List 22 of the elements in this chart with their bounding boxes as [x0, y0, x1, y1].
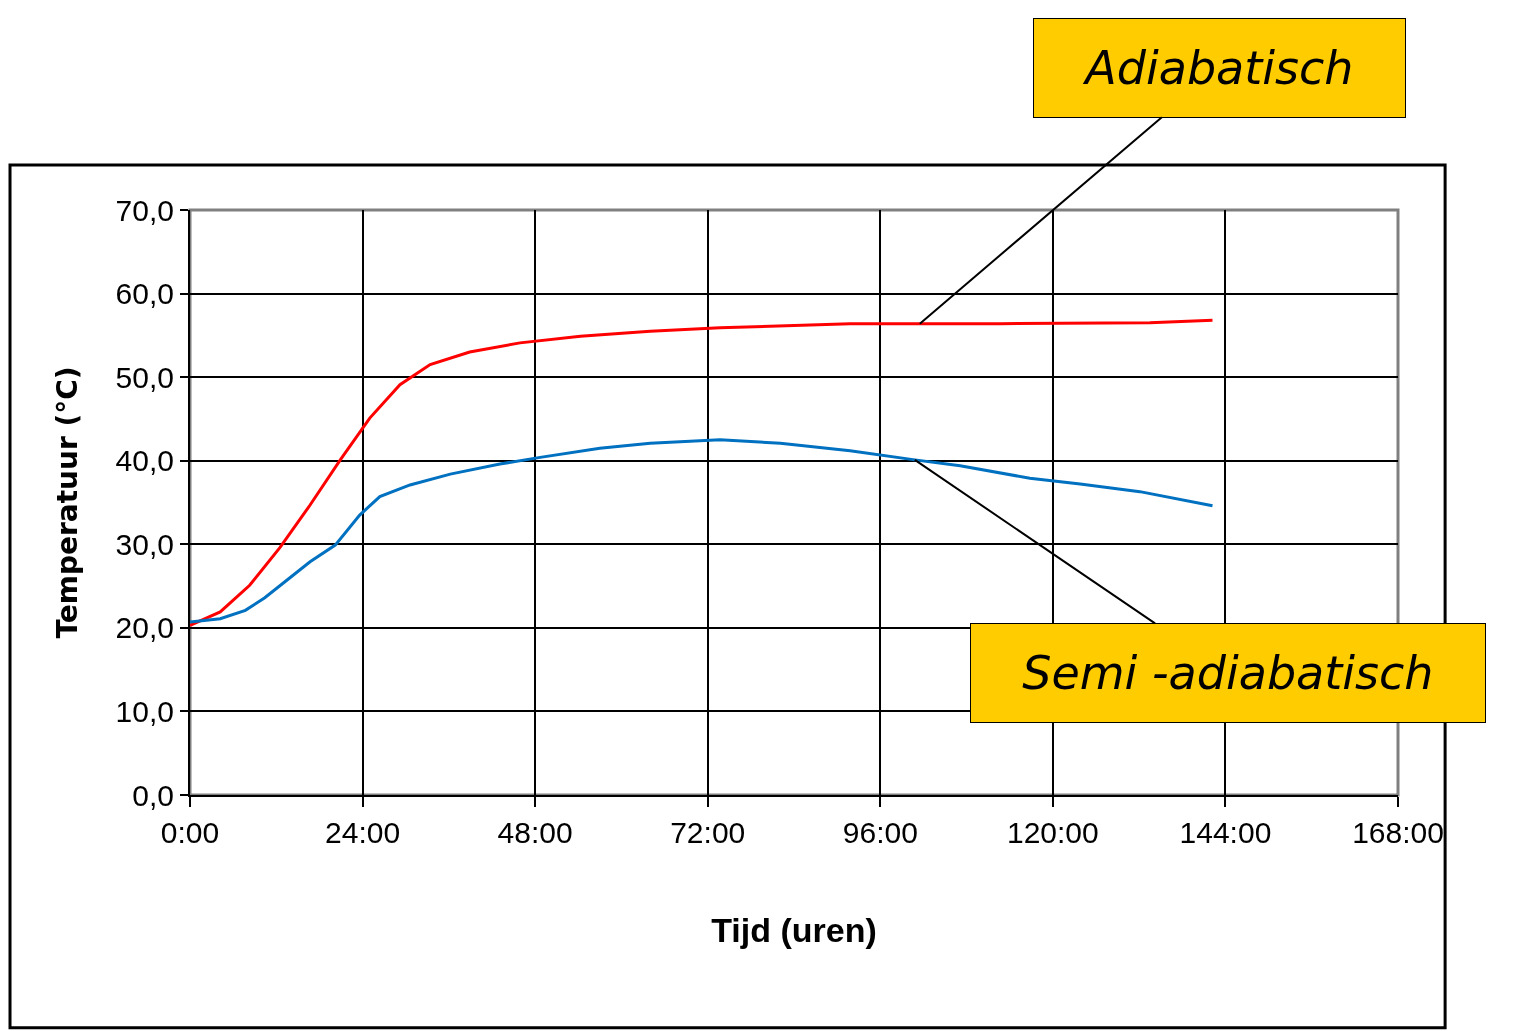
line-series — [190, 438, 1214, 624]
x-tick-label: 72:00 — [670, 816, 746, 849]
line-series — [190, 318, 1214, 627]
x-tick-label: 48:00 — [497, 816, 573, 849]
y-tick-label: 50,0 — [115, 360, 174, 394]
y-tick-label: 60,0 — [115, 277, 174, 311]
y-tick-label: 20,0 — [115, 611, 174, 645]
x-tick-label: 0:00 — [160, 816, 220, 849]
annotation: Adiabatisch — [1056, 41, 1383, 95]
y-tick-label: 40,0 — [115, 444, 174, 478]
x-tick-label: 144:00 — [1179, 816, 1272, 849]
annotation: Semi -adiabatisch — [993, 646, 1463, 700]
y-axis-title: Temperatuur (°C) — [50, 366, 84, 639]
y-tick-label: 10,0 — [115, 694, 174, 728]
x-tick-label: 24:00 — [325, 816, 401, 849]
y-tick-label: 30,0 — [115, 527, 174, 561]
x-tick-label: 120:00 — [1006, 816, 1099, 849]
x-tick-label: 168:00 — [1352, 816, 1444, 849]
y-tick-label: 0,0 — [132, 778, 174, 812]
x-tick-label: 96:00 — [842, 816, 918, 849]
x-axis-title: Tijd (uren) — [711, 910, 877, 949]
y-tick-label: 70,0 — [115, 193, 174, 227]
